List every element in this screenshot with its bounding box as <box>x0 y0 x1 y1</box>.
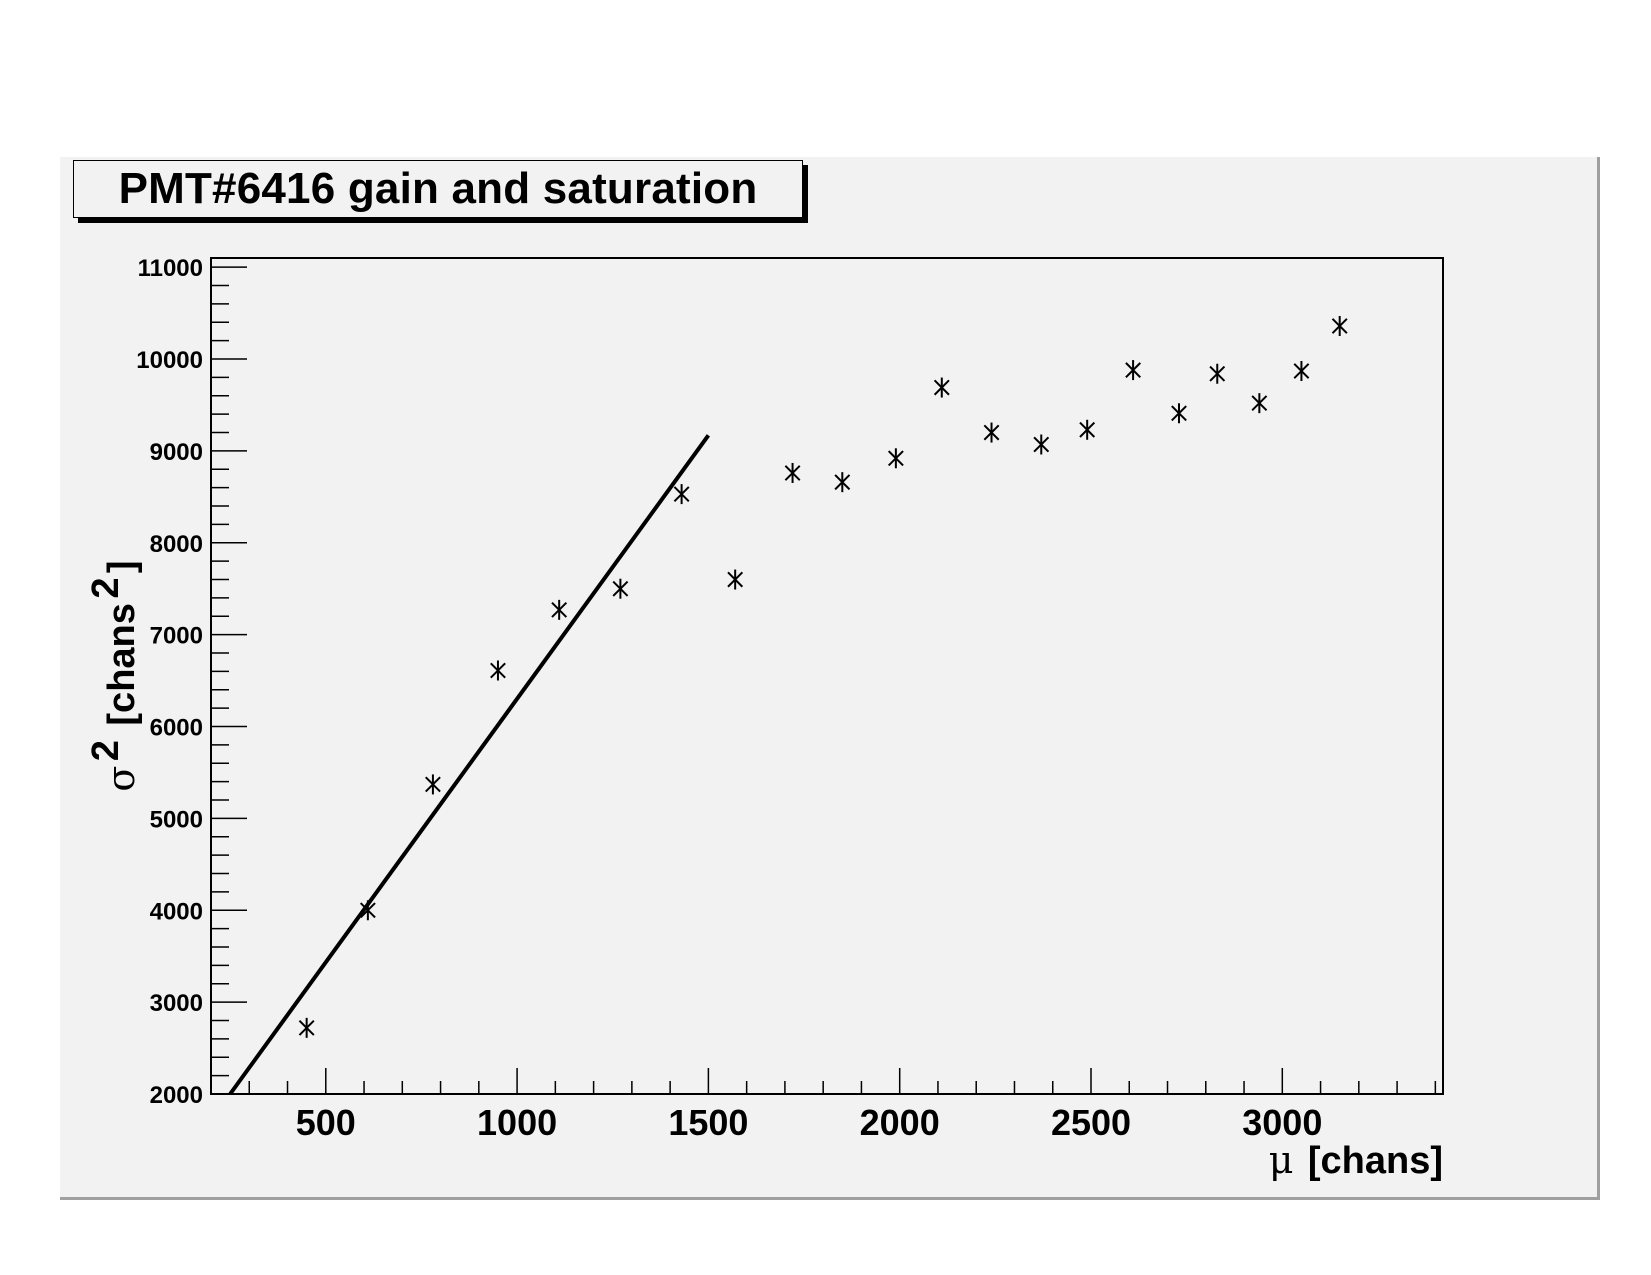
y-tick-label: 3000 <box>150 990 203 1017</box>
data-point <box>784 462 801 483</box>
data-point-stroke <box>673 486 690 503</box>
y-tick-label: 8000 <box>150 531 203 558</box>
data-point-stroke <box>298 1019 315 1036</box>
y-axis-title: σ 2 [chans 2 ] <box>85 560 143 791</box>
fit-line <box>228 434 711 1096</box>
data-point <box>834 472 851 493</box>
data-point-stroke <box>551 601 568 618</box>
data-point <box>612 578 629 599</box>
data-point-stroke <box>784 465 801 481</box>
data-point <box>425 774 441 795</box>
y-axis-unit: [chans <box>101 603 143 725</box>
data-point-stroke <box>490 662 506 679</box>
y-tick-label: 9000 <box>150 439 203 466</box>
y-tick-label: 5000 <box>150 806 203 833</box>
x-tick-label: 1500 <box>668 1102 748 1143</box>
x-tick-label: 3000 <box>1242 1102 1322 1143</box>
data-point-stroke <box>1171 405 1187 422</box>
data-point <box>1125 360 1141 381</box>
data-point <box>887 448 904 469</box>
data-point <box>359 900 376 921</box>
y-tick-label: 2000 <box>150 1082 203 1109</box>
data-point-stroke <box>425 776 441 793</box>
y-tick-label: 4000 <box>150 898 203 925</box>
data-point-stroke <box>983 424 1000 441</box>
data-point-stroke <box>1331 318 1348 334</box>
y-tick-label: 11000 <box>138 255 203 282</box>
data-point <box>1251 393 1268 414</box>
y-axis-unit-close: ] <box>101 560 143 573</box>
chart-title: PMT#6416 gain and saturation <box>118 164 758 213</box>
data-point <box>1293 360 1310 381</box>
x-axis-symbol: μ <box>1269 1138 1294 1182</box>
data-point-stroke <box>834 474 851 491</box>
data-point <box>727 569 744 590</box>
data-points <box>298 315 1348 1038</box>
data-point-stroke <box>933 379 950 396</box>
data-point <box>551 599 568 620</box>
data-point <box>298 1017 315 1038</box>
data-point-stroke <box>887 450 904 467</box>
y-axis: 2000 3000 4000 5000 6000 7000 8000 9000 10000 110… <box>136 255 247 1109</box>
x-tick-label: 2000 <box>860 1102 940 1143</box>
data-point-stroke <box>1251 395 1268 412</box>
data-point <box>490 660 506 681</box>
data-point <box>933 377 950 398</box>
y-tick-label: 6000 <box>150 715 203 742</box>
y-axis-unit-sup: 2 <box>85 578 127 599</box>
data-point-stroke <box>1079 421 1096 438</box>
data-point <box>673 484 690 505</box>
x-axis-unit: [chans] <box>1308 1140 1443 1182</box>
data-point <box>1171 403 1187 424</box>
data-point-stroke <box>1033 436 1050 453</box>
title-box: PMT#6416 gain and saturation <box>73 160 803 218</box>
data-point <box>983 422 1000 443</box>
fit-layer <box>228 434 711 1096</box>
data-point-stroke <box>359 902 376 919</box>
x-axis: 500 1000 1500 2000 2500 3000 <box>210 1068 1437 1143</box>
data-point-stroke <box>1209 365 1226 382</box>
y-tick-label: 10000 <box>136 347 203 374</box>
data-point-stroke <box>1293 363 1310 379</box>
data-point-stroke <box>612 580 629 597</box>
x-axis-title: μ [chans] <box>1269 1138 1443 1182</box>
data-point <box>1331 315 1348 336</box>
x-tick-label: 500 <box>296 1102 356 1143</box>
data-point <box>1033 434 1050 455</box>
x-tick-label: 2500 <box>1051 1102 1131 1143</box>
data-point <box>1079 419 1096 440</box>
plot-frame <box>210 257 1444 1095</box>
y-axis-symbol: σ <box>99 766 143 792</box>
data-point <box>1209 363 1226 384</box>
y-axis-symbol-sup: 2 <box>85 740 127 761</box>
y-tick-label: 7000 <box>150 623 203 650</box>
data-point-stroke <box>1125 362 1141 378</box>
x-tick-label: 1000 <box>477 1102 557 1143</box>
data-point-stroke <box>727 571 744 588</box>
